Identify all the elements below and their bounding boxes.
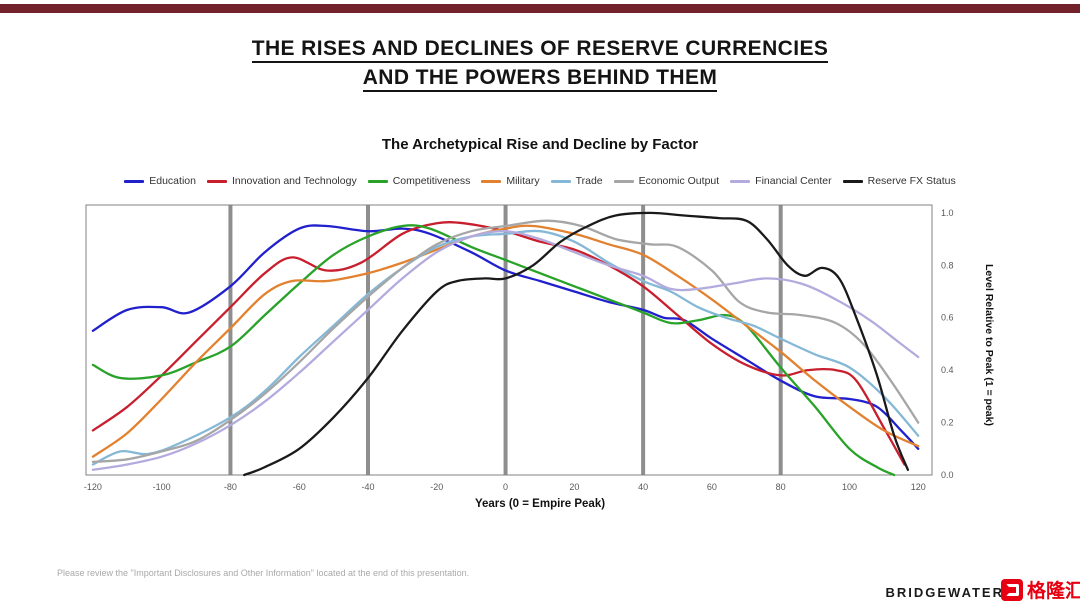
y-tick-label: 0.6	[941, 313, 954, 323]
legend-label: Innovation and Technology	[231, 175, 357, 187]
x-tick-label: -60	[293, 482, 306, 492]
y-tick-label: 1.0	[941, 208, 954, 218]
legend-label: Reserve FX Status	[867, 175, 956, 187]
disclosure-footnote: Please review the "Important Disclosures…	[57, 568, 470, 578]
legend-item: Competitiveness	[367, 175, 471, 187]
legend-swatch-icon	[730, 179, 751, 183]
top-accent-bar	[0, 4, 1080, 13]
legend-item: Innovation and Technology	[206, 175, 357, 187]
y-tick-label: 0.4	[941, 365, 954, 375]
x-tick-label: 40	[638, 482, 648, 492]
y-tick-label: 0.2	[941, 418, 954, 428]
x-tick-label: -80	[224, 482, 237, 492]
legend-swatch-icon	[613, 179, 634, 183]
legend-item: Reserve FX Status	[842, 175, 956, 187]
legend-item: Financial Center	[730, 175, 832, 187]
gelonghui-logo-icon	[1000, 578, 1023, 601]
series-line-education	[91, 224, 920, 450]
legend-label: Education	[149, 175, 196, 187]
legend-label: Military	[506, 175, 540, 187]
legend-swatch-icon	[206, 179, 227, 183]
legend-item: Military	[481, 175, 540, 187]
plot-border	[85, 204, 933, 476]
x-tick-label: -120	[84, 482, 102, 492]
x-tick-label: 60	[707, 482, 717, 492]
x-tick-label: -20	[430, 482, 443, 492]
slide-title-line2: AND THE POWERS BEHIND THEM	[0, 63, 1080, 92]
x-tick-label: -100	[153, 482, 171, 492]
series-line-military	[91, 224, 920, 458]
gelonghui-watermark-text: 格隆汇	[1026, 581, 1080, 602]
legend-item: Trade	[550, 175, 603, 187]
legend-item: Economic Output	[613, 175, 720, 187]
legend-swatch-icon	[550, 179, 571, 183]
chart-legend: Education Innovation and Technology Compet…	[0, 175, 1080, 187]
x-axis-title: Years (0 = Empire Peak)	[474, 498, 606, 510]
gelonghui-watermark: 格隆汇	[1000, 576, 1080, 603]
series-line-competitiveness	[91, 224, 896, 477]
x-tick-label: -40	[361, 482, 374, 492]
y-tick-label: 0.0	[941, 470, 954, 480]
line-chart: -120 -100 -80 -60 -40 -20 0 20 40 60 80 100 120 0.0 0.…	[84, 204, 954, 492]
legend-label: Financial Center	[755, 175, 832, 187]
series-line-financial-center	[91, 230, 920, 471]
x-tick-label: 100	[842, 482, 857, 492]
series-line-reserve-fx-status	[243, 211, 910, 477]
x-tick-label: 80	[776, 482, 786, 492]
legend-label: Competitiveness	[392, 175, 471, 187]
legend-swatch-icon	[481, 179, 502, 183]
y-tick-label: 0.8	[941, 260, 954, 270]
x-tick-label: 0	[503, 482, 508, 492]
legend-swatch-icon	[842, 179, 863, 183]
slide-title-line1: THE RISES AND DECLINES OF RESERVE CURREN…	[0, 34, 1080, 63]
chart-title: The Archetypical Rise and Decline by Fac…	[381, 136, 699, 153]
series-line-trade	[91, 229, 920, 466]
bridgewater-logo: BRIDGEWATER	[885, 585, 1004, 600]
legend-label: Trade	[575, 175, 603, 187]
x-tick-label: 120	[911, 482, 926, 492]
slide-title: THE RISES AND DECLINES OF RESERVE CURREN…	[0, 34, 1080, 92]
legend-swatch-icon	[367, 179, 388, 183]
series-line-economic-output	[91, 219, 920, 464]
legend-swatch-icon	[124, 179, 145, 183]
x-tick-label: 20	[569, 482, 579, 492]
series-line-innovation-and-technology	[91, 221, 906, 466]
legend-item: Education	[124, 175, 196, 187]
legend-label: Economic Output	[638, 175, 720, 187]
y-axis-title: Level Relative to Peak (1 = peak)	[983, 264, 995, 426]
